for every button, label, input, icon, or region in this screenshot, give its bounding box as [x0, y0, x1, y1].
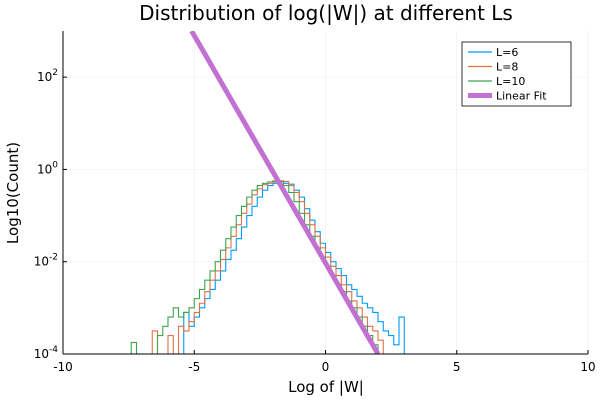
legend-label: Linear Fit — [496, 90, 547, 103]
y-axis-label: Log10(Count) — [4, 142, 22, 244]
legend-label: L=6 — [496, 46, 518, 59]
series-line-l-8 — [151, 180, 384, 354]
ticks: -10 -5 0 5 10 10-4 10-2 100 102 — [34, 68, 596, 374]
x-tick-label: 0 — [322, 360, 330, 374]
legend-label: L=8 — [496, 61, 518, 74]
x-tick-label: -5 — [188, 360, 200, 374]
x-axis-label: Log of |W| — [288, 378, 364, 396]
x-tick-label: 5 — [453, 360, 461, 374]
legend-label: L=10 — [496, 75, 525, 88]
x-tick-label: 10 — [580, 360, 595, 374]
y-tick-label: 10-4 — [34, 345, 59, 361]
chart-title: Distribution of log(|W|) at different Ls — [139, 1, 513, 25]
series-group — [130, 31, 405, 354]
y-tick-label: 10-2 — [34, 253, 58, 269]
series-line-linear-fit — [189, 31, 381, 354]
y-tick-label: 100 — [37, 160, 58, 176]
legend: L=6 L=8L=10 Linear Fit — [461, 41, 572, 107]
x-tick-label: -10 — [53, 360, 73, 374]
y-tick-label: 102 — [37, 68, 58, 84]
